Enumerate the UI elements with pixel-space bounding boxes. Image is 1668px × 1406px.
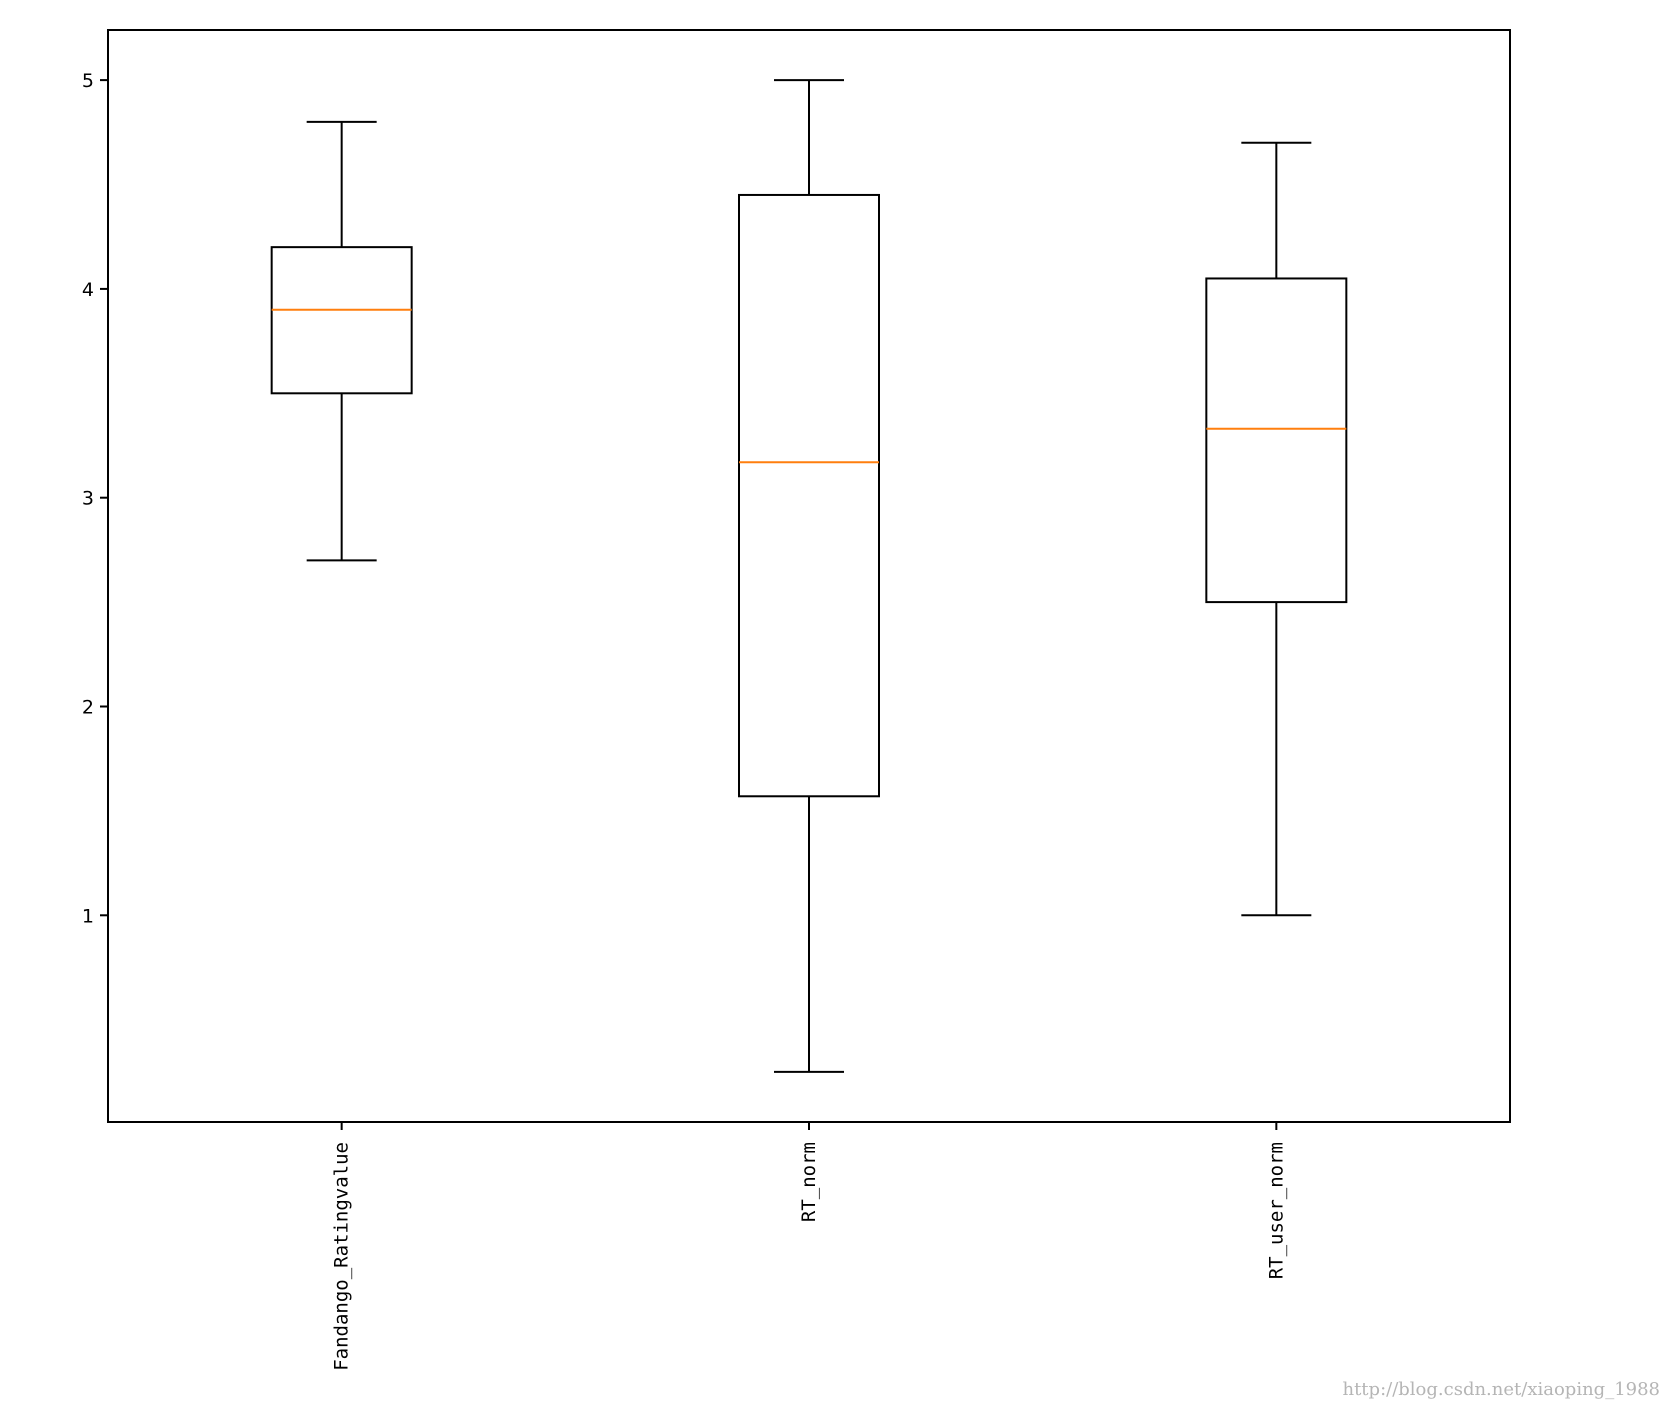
x-tick-label: Fandango_Ratingvalue [331, 1142, 353, 1371]
iqr-box [270, 246, 413, 395]
y-axis: 1 2 3 4 5 [82, 70, 108, 927]
boxes-group [270, 79, 1348, 1073]
iqr-box [1205, 277, 1348, 604]
watermark-text: http://blog.csdn.net/xiaoping_1988 [1342, 1379, 1660, 1400]
x-tick-label: RT_user_norm [1265, 1142, 1287, 1279]
box-2 [738, 79, 880, 1073]
box-1 [270, 120, 413, 562]
y-tick-label: 3 [82, 488, 94, 510]
y-tick-label: 4 [82, 279, 94, 301]
y-tick-label: 5 [82, 70, 94, 92]
y-tick-label: 1 [82, 905, 94, 927]
x-axis: Fandango_Ratingvalue RT_norm RT_user_norm [331, 1122, 1287, 1371]
iqr-box [738, 193, 880, 798]
y-tick-label: 2 [82, 696, 94, 718]
box-3 [1205, 141, 1348, 917]
x-tick-label: RT_norm [798, 1142, 820, 1222]
